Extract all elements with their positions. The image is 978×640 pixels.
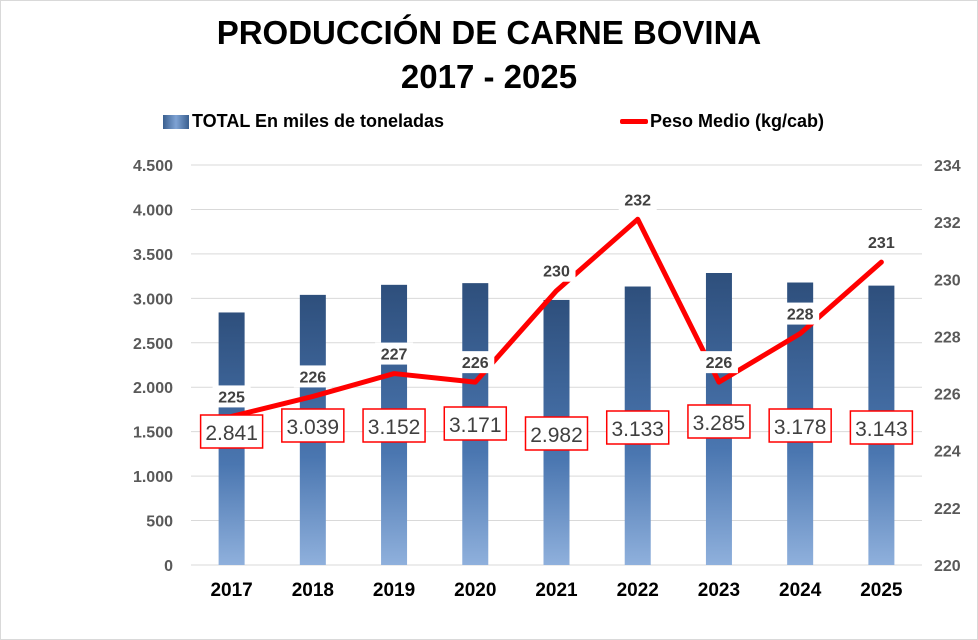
- bar-data-label: 3.039: [287, 416, 340, 439]
- line-label-bg: [456, 351, 495, 374]
- line-data-label: 228: [787, 307, 814, 324]
- line-series: [229, 216, 884, 419]
- legend-item-line: Peso Medio (kg/cab): [620, 111, 824, 132]
- bar-label-box: [199, 414, 264, 449]
- x-axis-tick: 2023: [698, 580, 740, 601]
- bar-label-box: [687, 404, 751, 439]
- bar-data-label: 3.285: [693, 412, 746, 435]
- right-axis-tick: 232: [934, 215, 961, 232]
- line-data-label: 231: [868, 235, 895, 252]
- line-label-bg: [293, 365, 332, 388]
- bar-data-label: 3.143: [855, 418, 908, 441]
- left-axis-tick: 1.000: [133, 469, 173, 486]
- line-data-label: 227: [381, 347, 408, 364]
- x-axis-tick: 2020: [454, 580, 496, 601]
- x-axis-tick: 2021: [535, 580, 578, 601]
- left-axis-tick: 0: [164, 558, 173, 575]
- x-axis-tick: 2019: [373, 580, 415, 601]
- left-axis-tick: 3.000: [133, 291, 173, 308]
- left-axis-tick: 4.500: [133, 158, 173, 175]
- left-axis-tick: 4.000: [133, 202, 173, 219]
- line-label-bg: [375, 342, 414, 365]
- bar-data-label: 3.152: [368, 416, 421, 439]
- line-label-bg: [781, 302, 820, 325]
- bar-data-label: 2.841: [205, 422, 258, 445]
- line-label-bg: [699, 351, 738, 374]
- x-axis-tick: 2024: [779, 580, 822, 601]
- left-axis-tick: 2.000: [133, 380, 173, 397]
- x-axis-tick: 2017: [210, 580, 252, 601]
- line-data-label: 232: [624, 192, 651, 209]
- x-axis-tick: 2018: [292, 580, 334, 601]
- line-label-bg: [618, 188, 657, 211]
- legend-item-bars: TOTAL En miles de toneladas: [163, 111, 444, 132]
- bar-label-box: [524, 416, 589, 451]
- right-axis-tick: 224: [934, 444, 961, 461]
- left-axis-tick: 500: [146, 514, 173, 531]
- right-axis-tick: 230: [934, 272, 961, 289]
- line-label-bg: [212, 385, 251, 408]
- right-axis-tick: 222: [934, 501, 961, 518]
- x-axis-tick: 2022: [617, 580, 659, 601]
- left-axis-tick: 1.500: [133, 425, 173, 442]
- line-swatch-icon: [620, 119, 648, 124]
- line-data-label: 226: [462, 355, 489, 372]
- line-data-label: 230: [543, 264, 570, 281]
- line-data-label: 225: [218, 389, 245, 406]
- left-axis-tick: 2.500: [133, 336, 173, 353]
- chart-title-line1: PRODUCCIÓN DE CARNE BOVINA: [216, 14, 762, 51]
- legend-label-line: Peso Medio (kg/cab): [650, 111, 825, 131]
- line-data-label: 226: [706, 355, 733, 372]
- bar-swatch-icon: [163, 114, 189, 129]
- bar-label-box: [443, 406, 508, 441]
- line-label-bg: [537, 259, 576, 282]
- bar-label-box: [605, 410, 670, 445]
- bar-data-label: 3.178: [774, 416, 827, 439]
- right-axis-tick: 220: [934, 558, 961, 575]
- bar-label-box: [849, 410, 914, 445]
- left-axis-tick: 3.500: [133, 247, 173, 264]
- legend-label-bars: TOTAL En miles de toneladas: [192, 111, 445, 131]
- right-axis-tick: 234: [934, 158, 961, 175]
- chart-title-line2: 2017 - 2025: [400, 58, 578, 95]
- line-label-bg: [862, 231, 901, 254]
- bar-label-box: [768, 408, 832, 443]
- bar-label-box: [281, 408, 345, 443]
- right-axis-tick: 228: [934, 329, 961, 346]
- bar-data-label: 3.171: [449, 414, 502, 437]
- right-axis-tick: 226: [934, 387, 961, 404]
- bar-data-label: 2.982: [530, 424, 583, 447]
- x-axis-tick: 2025: [860, 580, 903, 601]
- bar-data-label: 3.133: [611, 418, 664, 441]
- line-data-label: 226: [299, 369, 326, 386]
- bar-label-box: [362, 408, 426, 443]
